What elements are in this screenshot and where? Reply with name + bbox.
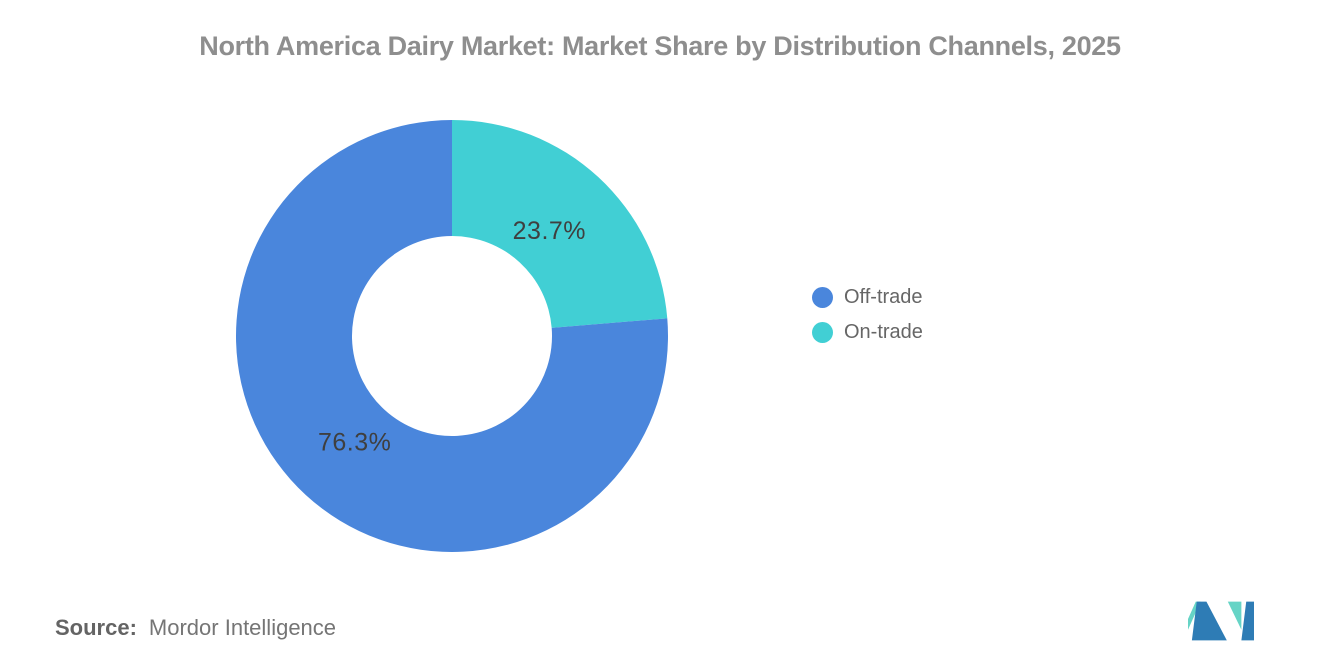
donut-chart-svg: 23.7% 76.3%: [236, 120, 668, 552]
pie-slice-on-trade[interactable]: [452, 120, 668, 328]
pie-slice-off-trade[interactable]: [236, 120, 668, 552]
donut-chart: 23.7% 76.3%: [236, 120, 668, 552]
source-name: Mordor Intelligence: [148, 615, 337, 640]
source-label: Source:: [55, 615, 137, 640]
logo-left-mint-stripe: [1188, 601, 1201, 630]
legend-swatch-off-trade: [812, 287, 833, 308]
logo-right-bar: [1241, 601, 1254, 641]
legend-item-on-trade[interactable]: On-trade: [812, 321, 923, 344]
chart-title: North America Dairy Market: Market Share…: [199, 31, 1121, 61]
slice-value-label-off-trade: 76.3%: [318, 428, 391, 456]
source-line: Source: Mordor Intelligence: [55, 615, 336, 641]
mordor-intelligence-logo: [1188, 601, 1254, 641]
legend-swatch-on-trade: [812, 322, 833, 343]
slice-value-label-on-trade: 23.7%: [513, 217, 586, 245]
legend-label-on-trade: On-trade: [844, 321, 923, 343]
logo-right-mint-triangle: [1227, 601, 1242, 630]
logo-m-body: [1191, 601, 1227, 641]
legend-item-off-trade[interactable]: Off-trade: [812, 286, 923, 309]
chart-legend: Off-trade On-trade: [812, 286, 923, 344]
legend-label-off-trade: Off-trade: [844, 286, 923, 308]
